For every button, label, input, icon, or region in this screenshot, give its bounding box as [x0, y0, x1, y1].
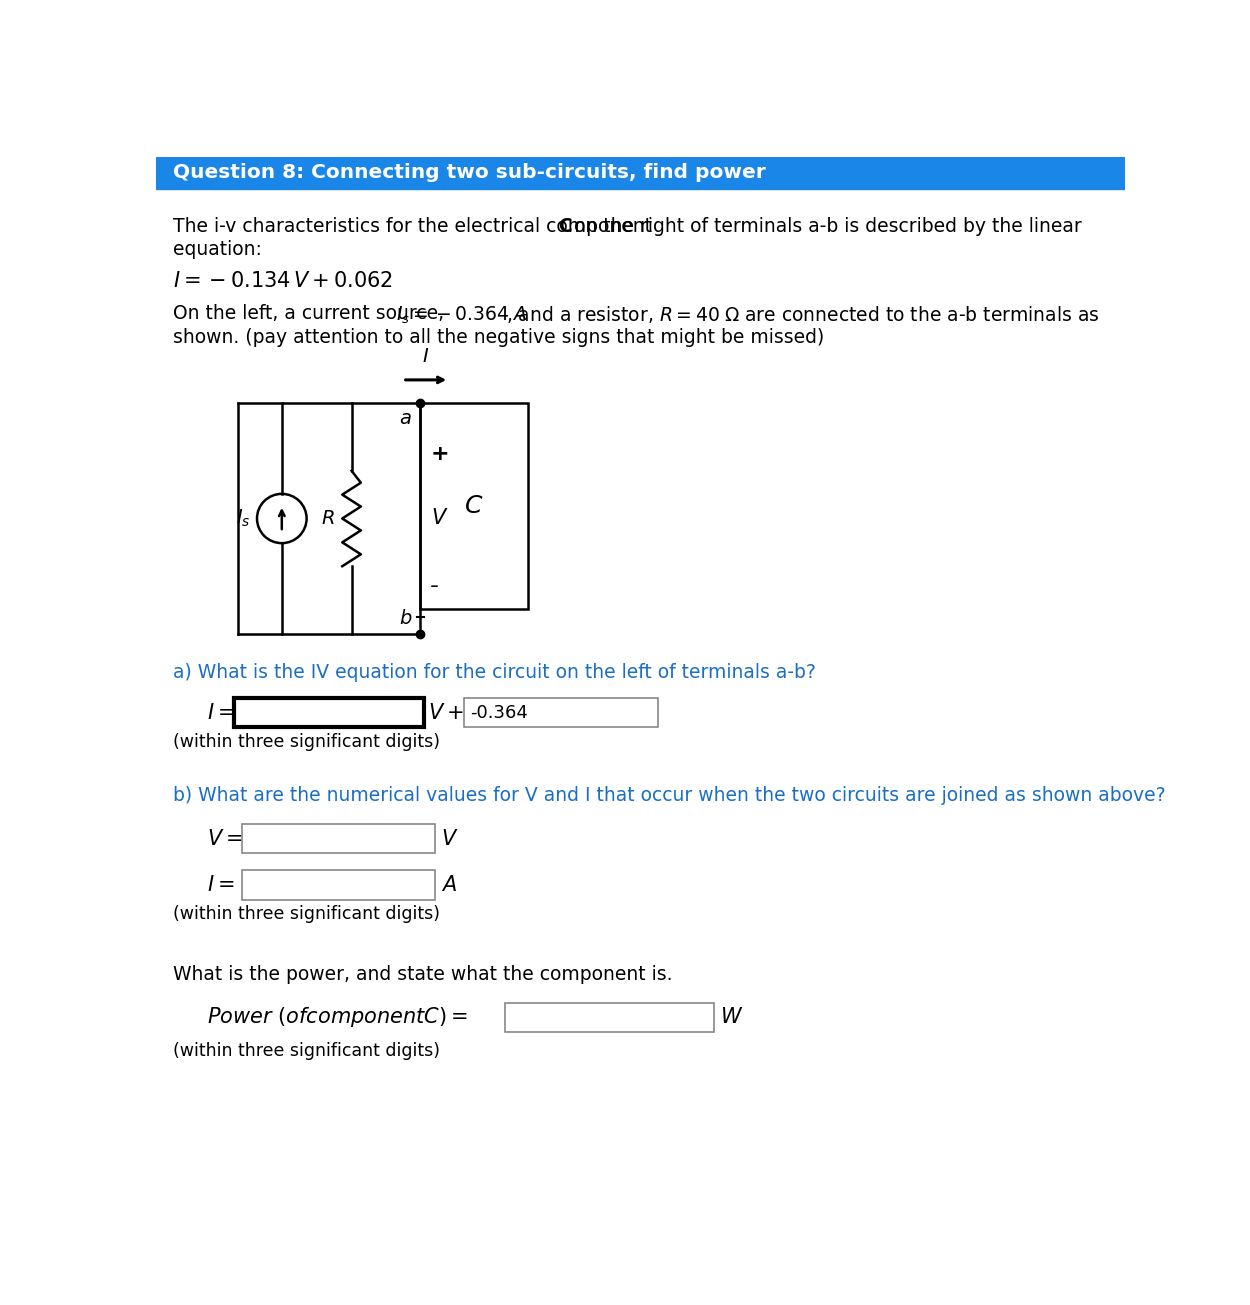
Text: $C$: $C$	[464, 495, 484, 518]
Text: a) What is the IV equation for the circuit on the left of terminals a-b?: a) What is the IV equation for the circu…	[174, 663, 816, 683]
Text: C: C	[559, 217, 572, 236]
Text: $\bar{}$: $\bar{}$	[430, 573, 439, 594]
Text: $I_s$: $I_s$	[236, 508, 251, 529]
Bar	[156, 157, 1125, 189]
Text: -0.364: -0.364	[470, 703, 528, 722]
Text: +: +	[430, 444, 449, 463]
Text: $\mathit{Power}\ \mathit{(ofcomponentC)} =$: $\mathit{Power}\ \mathit{(ofcomponentC)}…	[206, 1005, 468, 1030]
Text: $W$: $W$	[720, 1007, 744, 1027]
Text: What is the power, and state what the component is.: What is the power, and state what the co…	[174, 966, 672, 984]
Text: $V$: $V$	[441, 829, 459, 848]
Text: $R$: $R$	[321, 509, 335, 529]
Text: (within three significant digits): (within three significant digits)	[174, 906, 440, 923]
Text: $V+$: $V+$	[428, 702, 464, 723]
Bar	[241, 825, 435, 853]
Text: on the right of terminals a-b is described by the linear: on the right of terminals a-b is describ…	[568, 217, 1081, 236]
Text: , and a resistor, $R = 40\;\Omega$ are connected to the a-b terminals as: , and a resistor, $R = 40\;\Omega$ are c…	[506, 304, 1099, 325]
Text: b) What are the numerical values for V and I that occur when the two circuits ar: b) What are the numerical values for V a…	[174, 787, 1166, 805]
Text: $I =$: $I =$	[206, 702, 234, 723]
Text: Question 8: Connecting two sub-circuits, find power: Question 8: Connecting two sub-circuits,…	[174, 163, 766, 183]
Text: $V =$: $V =$	[206, 829, 242, 848]
Text: $I =$: $I =$	[206, 876, 234, 895]
Text: $V$: $V$	[430, 509, 447, 529]
Bar	[234, 698, 424, 727]
Text: (within three significant digits): (within three significant digits)	[174, 1043, 440, 1060]
Text: $I$: $I$	[421, 347, 429, 365]
Text: $A$: $A$	[441, 876, 458, 895]
Bar	[505, 1002, 714, 1032]
Text: $b$: $b$	[399, 609, 412, 628]
Text: $I = -0.134\,V + 0.062$: $I = -0.134\,V + 0.062$	[174, 270, 394, 291]
Text: The i-v characteristics for the electrical component: The i-v characteristics for the electric…	[174, 217, 659, 236]
Text: (within three significant digits): (within three significant digits)	[174, 732, 440, 750]
Bar	[464, 698, 658, 727]
Text: $a$: $a$	[399, 410, 412, 428]
Bar	[420, 403, 529, 609]
Bar	[241, 870, 435, 899]
Text: On the left, a current source,: On the left, a current source,	[174, 304, 450, 324]
Text: $I_s = -0.364\;A$: $I_s = -0.364\;A$	[396, 304, 528, 326]
Text: shown. (pay attention to all the negative signs that might be missed): shown. (pay attention to all the negativ…	[174, 328, 825, 347]
Text: equation:: equation:	[174, 240, 262, 258]
